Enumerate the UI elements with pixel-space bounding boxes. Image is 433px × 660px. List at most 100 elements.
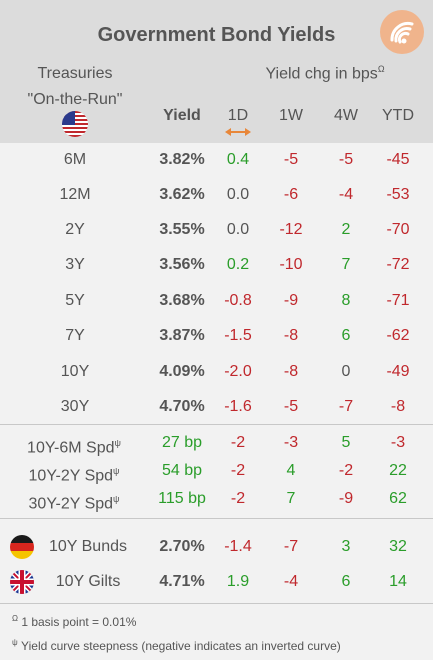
change-ytd: -45 [386,151,410,168]
table-row[interactable]: 5Y 3.68% -0.8 -9 8 -71 [0,284,433,318]
change-ytd: -70 [386,221,410,238]
change-4w: -2 [338,462,354,479]
change-4w: 0 [341,363,351,380]
change-ytd: -8 [390,398,406,415]
change-1d: -1.4 [224,538,252,555]
change-1w: -8 [283,327,299,344]
column-header-4w[interactable]: 4W [334,107,358,124]
change-ytd: -53 [386,186,410,203]
yield-value: 3.82% [159,151,205,168]
change-4w: -5 [338,151,354,168]
germany-flag-icon [10,535,34,559]
footnote-basis-point: Ω 1 basis point = 0.01% [12,614,137,629]
change-1d: -2 [230,434,246,451]
table-row[interactable]: 30Y 4.70% -1.6 -5 -7 -8 [0,390,433,424]
omega-footnote-mark: Ω [377,64,385,74]
yield-value: 3.56% [159,256,205,273]
psi-footnote-mark: ψ [113,466,120,476]
spread-value: 27 bp [161,434,203,451]
maturity-label: 12M [59,186,91,203]
change-1d: -2 [230,490,246,507]
yield-value: 3.55% [159,221,205,238]
change-ytd: -71 [386,292,410,309]
change-ytd: -72 [386,256,410,273]
maturity-label: 5Y [65,292,85,309]
change-1w: -10 [279,256,303,273]
column-header-ytd[interactable]: YTD [382,107,414,124]
change-1w: -9 [283,292,299,309]
change-1w: -8 [283,363,299,380]
psi-footnote-mark: ψ [113,494,120,504]
divider [0,424,433,425]
change-1d: -2.0 [224,363,252,380]
change-ytd: -3 [390,434,406,451]
change-1d: 1.9 [226,573,250,590]
change-ytd: -62 [386,327,410,344]
table-row[interactable]: 30Y-2Y Spdψ 115 bp -2 7 -9 62 [0,482,433,512]
maturity-label: 30Y [60,398,90,415]
table-row[interactable]: 7Y 3.87% -1.5 -8 6 -62 [0,319,433,353]
wifi-logo-icon [380,10,424,54]
table-row[interactable]: 2Y 3.55% 0.0 -12 2 -70 [0,213,433,247]
change-4w: 6 [341,327,351,344]
on-the-run-label: "On-the-Run" [27,91,123,108]
change-1d: -2 [230,462,246,479]
treasuries-label: Treasuries [37,65,113,82]
yield-column-header: Yield [163,107,201,124]
change-ytd: 32 [389,538,407,555]
change-ytd: 14 [389,573,407,590]
psi-footnote-mark: ψ [114,438,121,448]
spread-value: 54 bp [161,462,203,479]
bond-label: 10Y Bunds [49,538,127,555]
change-1w: -12 [279,221,303,238]
change-1w: -5 [283,151,299,168]
change-1d: -1.5 [224,327,252,344]
spread-label: 30Y-2Y Spdψ [28,494,120,513]
change-4w: 6 [341,573,351,590]
table-row[interactable]: 10Y 4.09% -2.0 -8 0 -49 [0,355,433,389]
change-4w: -9 [338,490,354,507]
page-title: Government Bond Yields [97,24,336,46]
change-4w: -7 [338,398,354,415]
yield-value: 3.87% [159,327,205,344]
column-header-1w[interactable]: 1W [279,107,303,124]
table-row[interactable]: 10Y Gilts 4.71% 1.9 -4 6 14 [0,565,433,599]
change-4w: 5 [341,434,351,451]
change-4w: 7 [341,256,351,273]
change-4w: 2 [341,221,351,238]
yield-value: 4.71% [159,573,205,590]
table-row[interactable]: 10Y-6M Spdψ 27 bp -2 -3 5 -3 [0,426,433,456]
maturity-label: 6M [63,151,87,168]
change-ytd: 62 [389,490,407,507]
maturity-label: 3Y [65,256,85,273]
yield-value: 4.09% [159,363,205,380]
spread-label: 10Y-6M Spdψ [27,438,121,457]
change-1d: -0.8 [224,292,252,309]
change-1d: -1.6 [224,398,252,415]
divider [0,603,433,604]
change-1w: -4 [283,573,299,590]
yield-value: 3.68% [159,292,205,309]
us-flag-icon [62,111,88,137]
footnote-yield-curve: ψ Yield curve steepness (negative indica… [12,638,341,653]
spread-value: 115 bp [158,490,206,507]
change-1w: 4 [286,462,296,479]
change-1d: 0.0 [226,186,250,203]
maturity-label: 2Y [65,221,85,238]
table-row[interactable]: 10Y-2Y Spdψ 54 bp -2 4 -2 22 [0,454,433,484]
change-header: Yield chg in bpsΩ [265,64,385,83]
change-4w: -4 [338,186,354,203]
yield-value: 2.70% [159,538,205,555]
yield-value: 3.62% [159,186,205,203]
table-row[interactable]: 3Y 3.56% 0.2 -10 7 -72 [0,248,433,282]
column-header-1d[interactable]: 1D [227,107,249,124]
table-row[interactable]: 10Y Bunds 2.70% -1.4 -7 3 32 [0,530,433,564]
spread-label: 10Y-2Y Spdψ [28,466,120,485]
change-1w: -7 [283,538,299,555]
change-ytd: -49 [386,363,410,380]
change-1w: -3 [283,434,299,451]
table-row[interactable]: 12M 3.62% 0.0 -6 -4 -53 [0,178,433,212]
table-row[interactable]: 6M 3.82% 0.4 -5 -5 -45 [0,143,433,177]
change-1d: 0.2 [226,256,250,273]
